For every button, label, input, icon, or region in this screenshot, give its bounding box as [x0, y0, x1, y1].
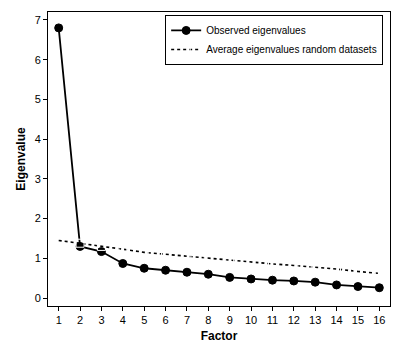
svg-text:Factor: Factor	[201, 329, 238, 343]
svg-text:Eigenvalue: Eigenvalue	[14, 127, 28, 191]
svg-text:Observed eigenvalues: Observed eigenvalues	[206, 25, 306, 36]
svg-text:8: 8	[205, 314, 211, 326]
svg-text:12: 12	[288, 314, 300, 326]
svg-text:5: 5	[35, 93, 41, 105]
svg-text:0: 0	[35, 292, 41, 304]
svg-text:9: 9	[227, 314, 233, 326]
svg-text:1: 1	[56, 314, 62, 326]
svg-text:13: 13	[309, 314, 321, 326]
svg-text:3: 3	[98, 314, 104, 326]
svg-text:16: 16	[373, 314, 385, 326]
svg-text:1: 1	[35, 252, 41, 264]
svg-text:6: 6	[162, 314, 168, 326]
svg-text:2: 2	[77, 314, 83, 326]
svg-text:4: 4	[120, 314, 126, 326]
svg-text:6: 6	[35, 54, 41, 66]
svg-text:7: 7	[35, 14, 41, 26]
svg-text:10: 10	[245, 314, 257, 326]
svg-text:11: 11	[267, 314, 278, 326]
svg-text:3: 3	[35, 173, 41, 185]
svg-text:Average eigenvalues random dat: Average eigenvalues random datasets	[206, 44, 376, 55]
svg-text:7: 7	[184, 314, 190, 326]
svg-text:15: 15	[352, 314, 364, 326]
svg-text:2: 2	[35, 212, 41, 224]
svg-text:14: 14	[330, 314, 342, 326]
svg-text:5: 5	[141, 314, 147, 326]
svg-text:4: 4	[35, 133, 41, 145]
